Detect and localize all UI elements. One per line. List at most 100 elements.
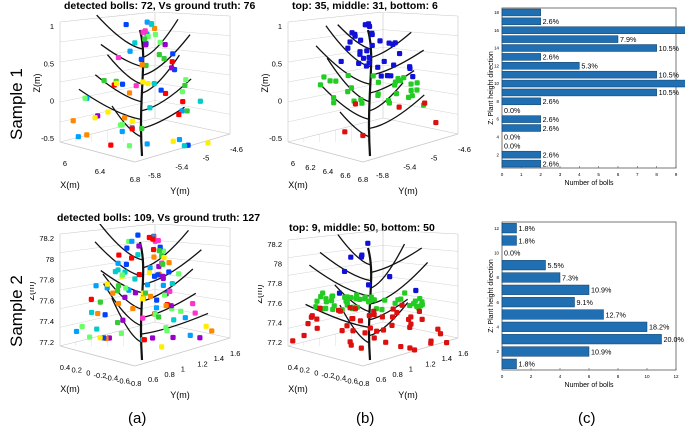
boll-point-all [126, 143, 133, 149]
boll-point-all [162, 292, 168, 298]
boll-point-middle [371, 297, 377, 303]
y-tick-label-0.6: 0.6 [148, 375, 158, 384]
plant-branch [94, 74, 143, 103]
boll-point-all [205, 140, 211, 146]
boll-point-all [169, 65, 175, 71]
data-label-11: 1.8% [519, 236, 536, 245]
boll-point-bottom [407, 345, 413, 351]
boll-point-all [170, 138, 176, 144]
y-tick-label-10: 10 [494, 81, 499, 86]
plot-frame [501, 7, 677, 169]
plant-branch [334, 284, 371, 313]
boll-point-all [190, 301, 196, 307]
boll-point-all [166, 260, 172, 266]
bar-chart-s1c: 2.6%2.6%0.0%0.0%2.6%2.6%0.0%2.6%10.5%23.… [488, 7, 685, 187]
y-tick-label-12: 12 [494, 226, 499, 231]
boll-point-all [136, 271, 142, 278]
boll-point-all [88, 296, 94, 302]
plant-branch [141, 54, 180, 94]
boll-point-all [197, 98, 203, 104]
y-tick-label-1.4: 1.4 [214, 354, 224, 363]
plant-branch [369, 247, 423, 274]
boll-point-all [169, 59, 175, 65]
plant-branch [111, 297, 143, 343]
boll-point-all [145, 80, 151, 87]
panel-title-s1b: top: 35, middle: 31, bottom: 6 [292, 0, 438, 12]
bar-13 [501, 53, 541, 61]
plant-branch [315, 45, 371, 85]
boll-point-all [94, 326, 100, 332]
boll-point-middle [314, 298, 320, 304]
boll-point-middle [331, 100, 337, 106]
boll-point-top [356, 60, 362, 66]
boll-point-all [147, 265, 153, 271]
boll-point-all [138, 56, 144, 62]
boll-point-all [180, 99, 186, 105]
x-tick-label--0.4: -0.4 [105, 374, 118, 383]
boll-point-top [358, 254, 365, 260]
boll-point-bottom [389, 322, 395, 329]
bar-5 [501, 124, 541, 132]
y-tick-label-10: 10 [494, 250, 499, 255]
boll-point-all [197, 335, 203, 341]
boll-point-all [123, 21, 129, 28]
plant-branch [337, 24, 371, 50]
boll-point-middle [331, 95, 337, 101]
boll-point-all [119, 128, 125, 135]
boll-point-top [365, 240, 371, 246]
plant-branch [369, 82, 404, 112]
boll-point-middle [353, 296, 359, 302]
boll-point-top [369, 30, 375, 36]
plot-frame [501, 221, 677, 371]
data-label-1: 2.6% [543, 159, 560, 168]
boll-point-all [163, 303, 169, 309]
plant-branch [100, 270, 143, 294]
x-tick-label-0.4: 0.4 [60, 363, 70, 372]
data-label-3: 0.0% [504, 142, 521, 151]
boll-point-all [183, 77, 189, 83]
bar-2 [501, 346, 590, 357]
scatter-panel-s1a: 1 0.5 0 -0.5 Z(m) 6 6.4 6.8 X(m) -5.8 -5.4 -5 -4.6 Y(… [32, 12, 243, 196]
boll-point-bottom [367, 325, 373, 331]
boll-point-all [87, 334, 93, 340]
y-axis-label: Y(m) [170, 186, 190, 196]
boll-point-all [209, 328, 215, 334]
boll-point-all [150, 246, 157, 253]
boll-point-all [115, 301, 122, 307]
x-axis-label: X(m) [60, 384, 80, 394]
data-label-14: 10.5% [659, 44, 680, 53]
plant-branch [78, 88, 143, 121]
boll-point-bottom [347, 339, 353, 345]
plant-branch [319, 251, 371, 282]
boll-point-all [95, 310, 101, 317]
boll-point-bottom [360, 132, 366, 139]
plant-branch [141, 18, 179, 59]
bar-chart-s2c: 1.8%10.9%20.0%18.2%12.7%9.1%10.9%7.3%5.5… [488, 221, 684, 389]
boll-point-all [148, 21, 155, 27]
x-tick-label-0.2: 0.2 [299, 366, 309, 375]
y-tick-label-1.6: 1.6 [230, 349, 240, 358]
boll-point-all [151, 25, 158, 32]
boll-point-top [363, 63, 370, 69]
plant-branch [141, 34, 191, 76]
boll-point-middle [320, 290, 326, 296]
boll-point-top [366, 54, 372, 60]
boll-point-middle [408, 88, 414, 94]
boll-point-all [135, 232, 141, 238]
y-tick-label--5.4: -5.4 [403, 162, 416, 171]
bar-10 [501, 79, 685, 88]
panel-letter-b: (b) [356, 410, 375, 427]
boll-point-all [114, 319, 121, 326]
z-tick-label-77.2: 77.2 [39, 338, 54, 347]
boll-point-top [410, 74, 416, 80]
boll-point-all [116, 252, 122, 258]
boll-point-all [160, 261, 166, 267]
data-label-10: 0.0% [504, 249, 521, 258]
boll-point-all [139, 62, 145, 68]
x-tick-label-6.6: 6.6 [340, 171, 350, 180]
x-axis-label: X(m) [288, 180, 308, 190]
boll-point-middle [321, 74, 327, 80]
boll-point-bottom [301, 332, 307, 339]
boll-point-middle [409, 93, 415, 99]
boll-point-middle [333, 78, 339, 84]
